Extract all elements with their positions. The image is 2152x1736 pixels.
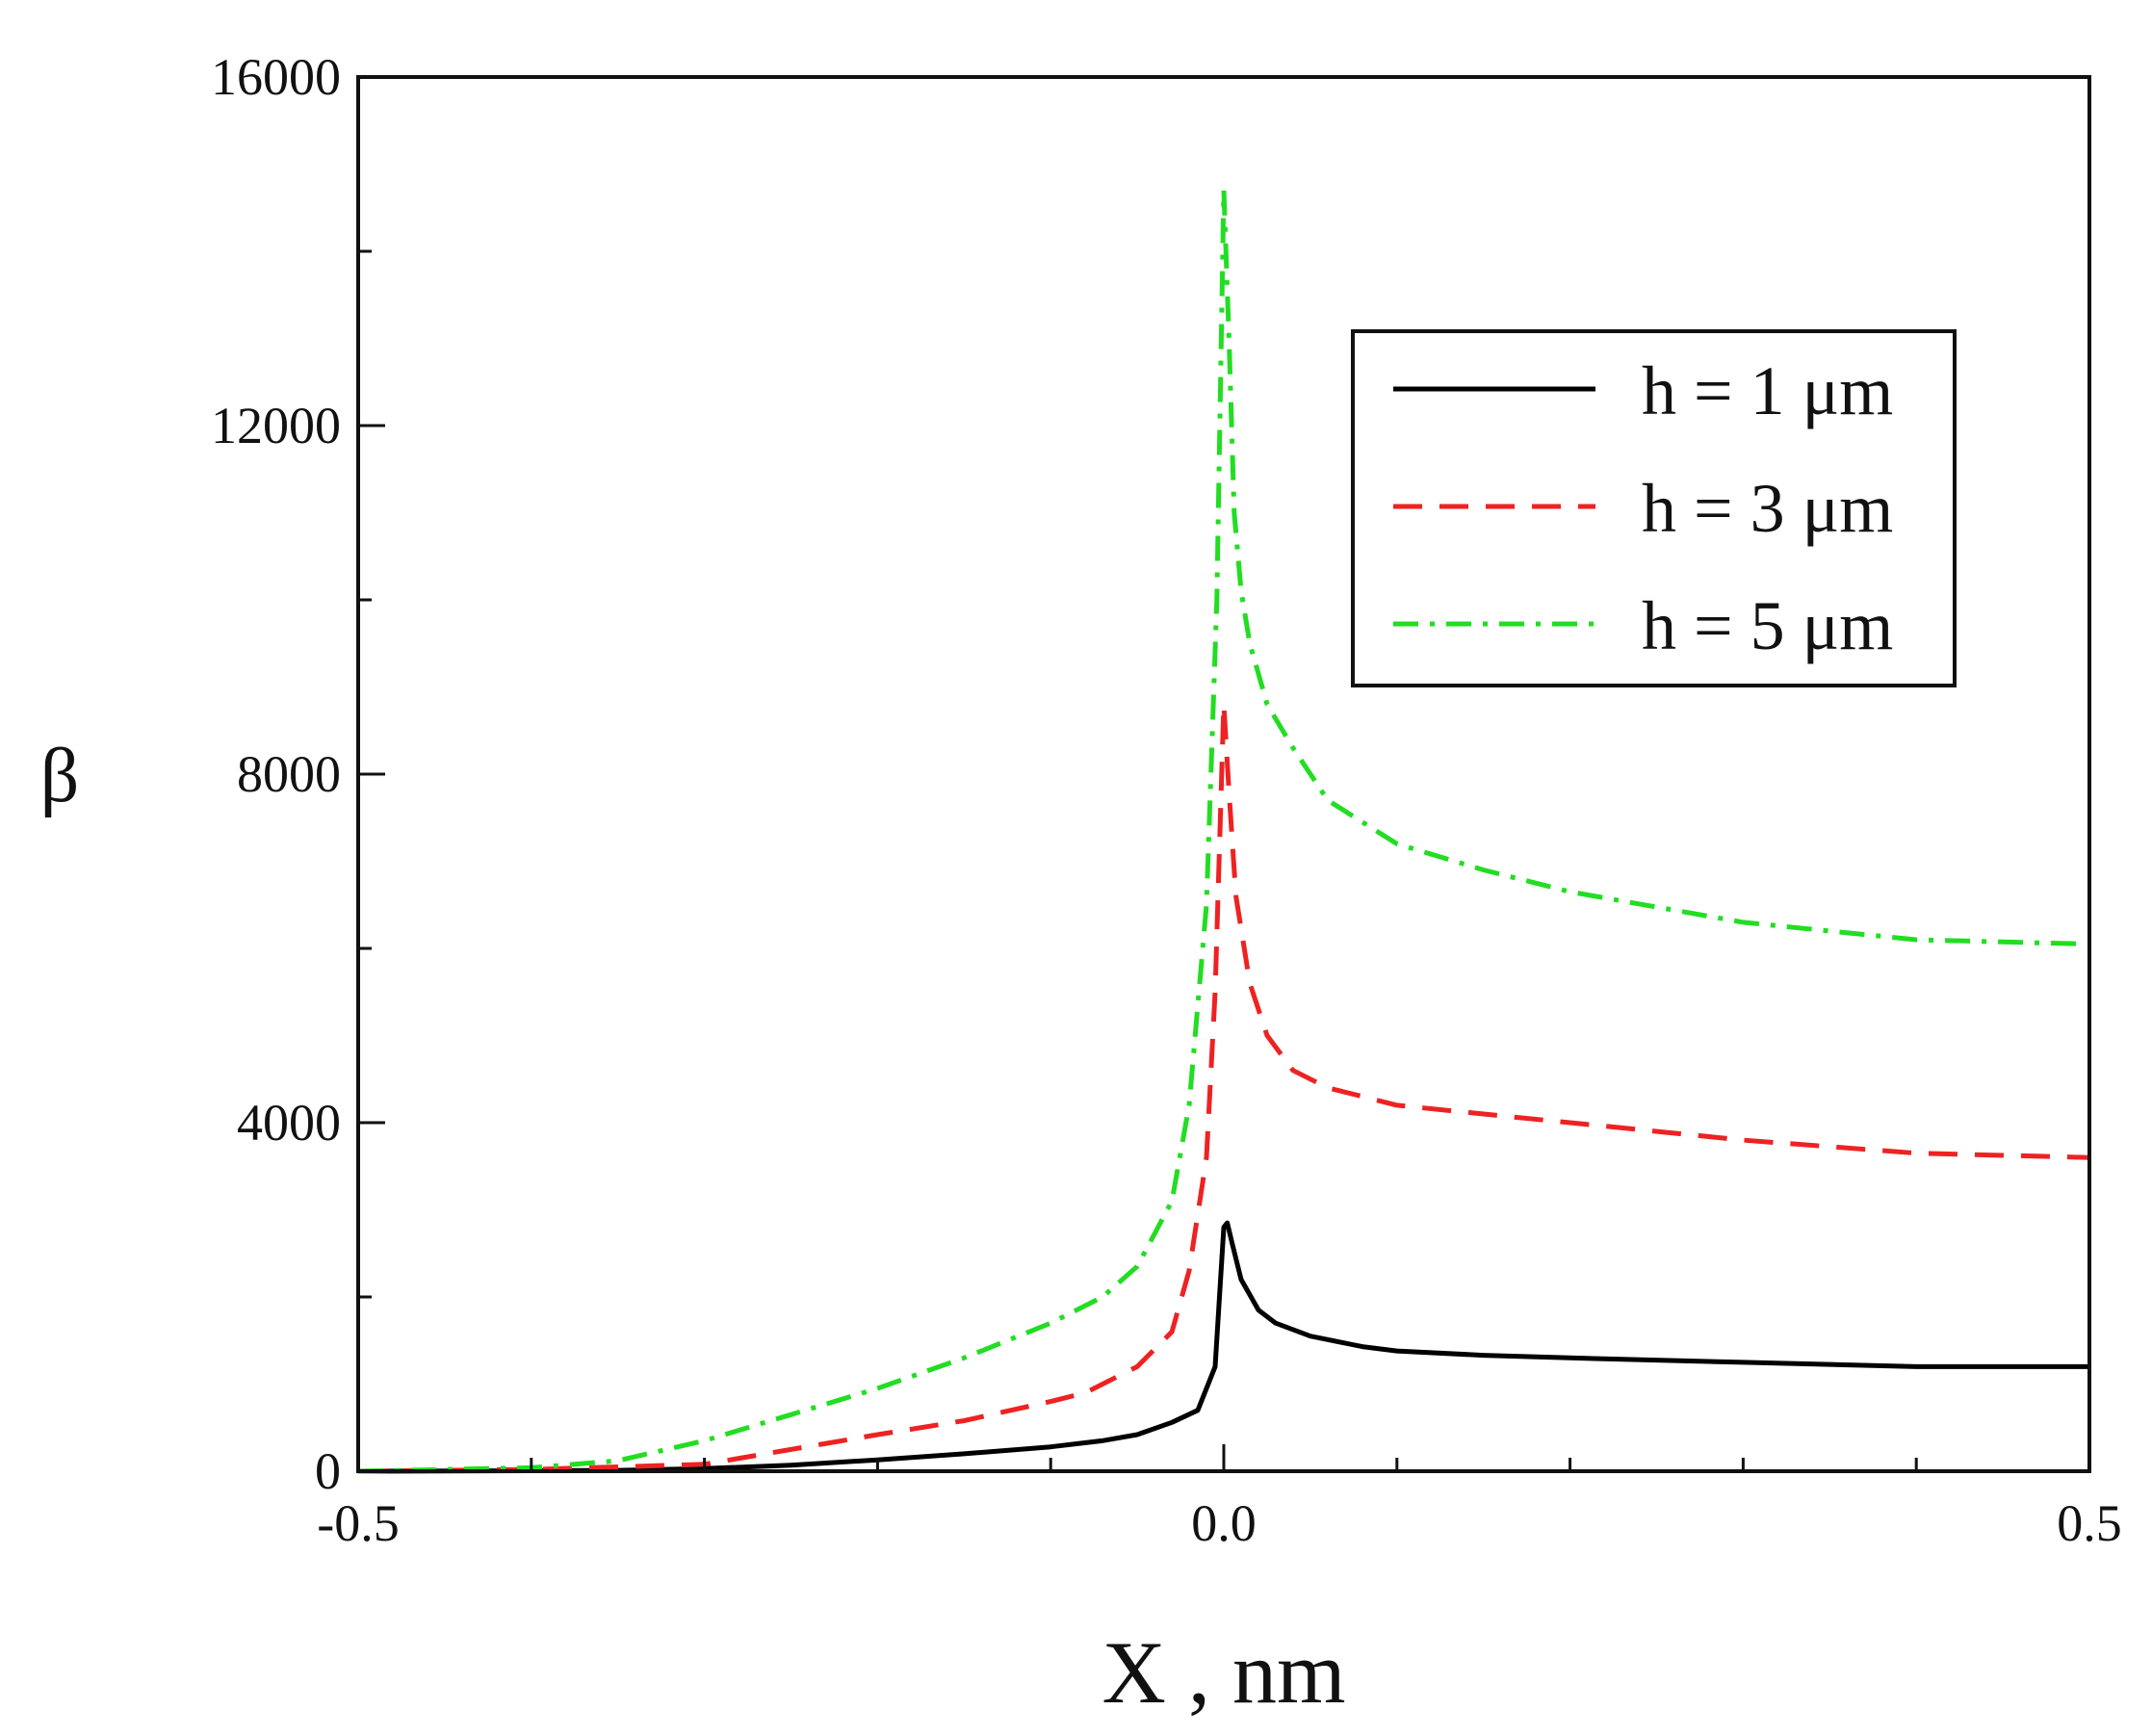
x-tick-label: -0.5 (317, 1494, 399, 1552)
y-tick-label: 0 (315, 1442, 341, 1500)
y-axis-label: β (40, 734, 80, 818)
y-tick-label: 12000 (211, 397, 341, 454)
y-tick-label: 4000 (237, 1094, 341, 1152)
y-tick-label: 8000 (237, 745, 341, 803)
x-tick-label: 0.5 (2057, 1494, 2122, 1552)
series-line-2 (357, 702, 2090, 1474)
series-line-1 (357, 1220, 2089, 1474)
series-line-3 (357, 188, 2090, 1474)
x-axis-label: X , nm (1102, 1623, 1346, 1722)
y-tick-label: 16000 (211, 48, 341, 106)
ticks-layer: -0.5 0.0 0.5 0 4000 8000 12000 16000 (211, 48, 2122, 1552)
legend-label-1: h = 1 μm (1642, 352, 1893, 429)
legend-label-3: h = 5 μm (1642, 587, 1893, 664)
legend: h = 1 μm h = 3 μm h = 5 μm (1351, 329, 1957, 687)
x-tick-label: 0.0 (1191, 1494, 1257, 1552)
series-layer (357, 188, 2090, 1474)
legend-label-2: h = 3 μm (1642, 470, 1893, 547)
